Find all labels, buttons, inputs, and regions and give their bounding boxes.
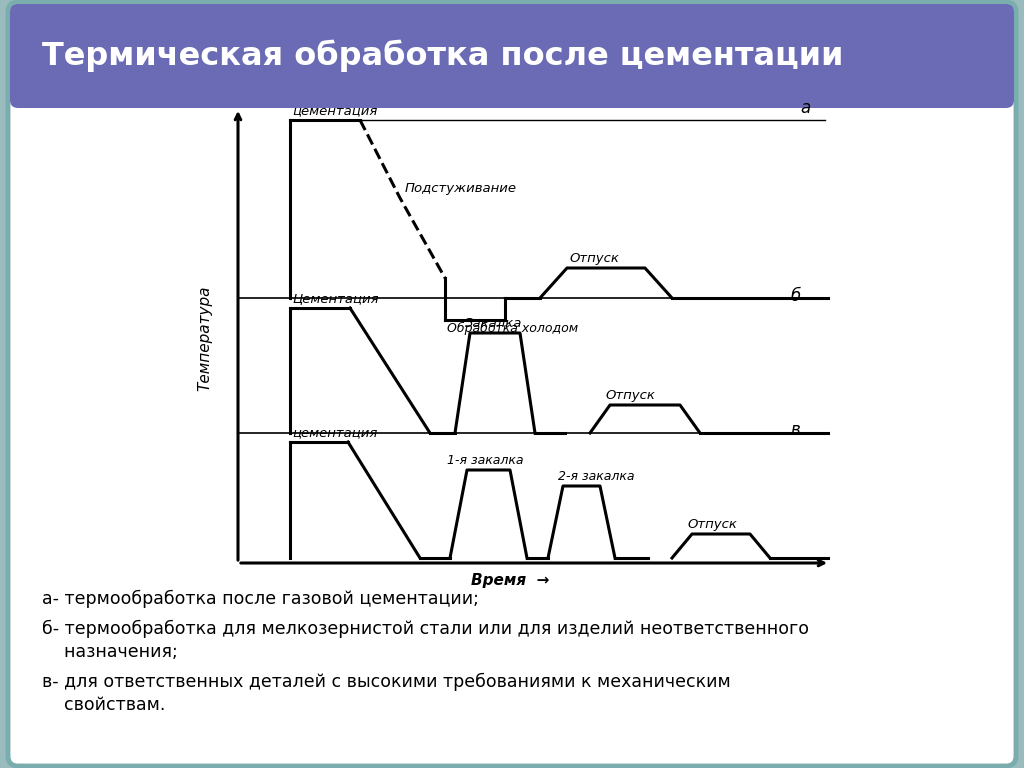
Text: в: в <box>790 421 800 439</box>
Text: Закалка: Закалка <box>465 317 522 330</box>
Text: свойствам.: свойствам. <box>42 696 165 714</box>
FancyBboxPatch shape <box>8 2 1016 766</box>
Text: Термическая обработка после цементации: Термическая обработка после цементации <box>42 40 844 72</box>
Text: цементация: цементация <box>292 104 378 117</box>
Text: Время  →: Время → <box>471 573 549 588</box>
Text: цементация: цементация <box>292 426 378 439</box>
Text: Отпуск: Отпуск <box>569 252 618 265</box>
Text: назначения;: назначения; <box>42 643 178 661</box>
Text: Цементация: Цементация <box>292 292 379 305</box>
Text: в- для ответственных деталей с высокими требованиями к механическим: в- для ответственных деталей с высокими … <box>42 673 731 691</box>
Text: б: б <box>790 287 800 305</box>
Text: а- термообработка после газовой цементации;: а- термообработка после газовой цементац… <box>42 590 479 608</box>
Text: а: а <box>800 99 810 117</box>
Text: Обработка холодом: Обработка холодом <box>447 322 579 335</box>
FancyBboxPatch shape <box>10 4 1014 108</box>
Text: Температура: Температура <box>198 285 213 391</box>
Text: Отпуск: Отпуск <box>687 518 737 531</box>
Text: 1-я закалка: 1-я закалка <box>447 454 523 467</box>
Text: Подстуживание: Подстуживание <box>406 182 517 195</box>
Text: Отпуск: Отпуск <box>605 389 655 402</box>
Text: б- термообработка для мелкозернистой стали или для изделий неответственного: б- термообработка для мелкозернистой ста… <box>42 620 809 638</box>
Text: 2-я закалка: 2-я закалка <box>558 470 635 483</box>
